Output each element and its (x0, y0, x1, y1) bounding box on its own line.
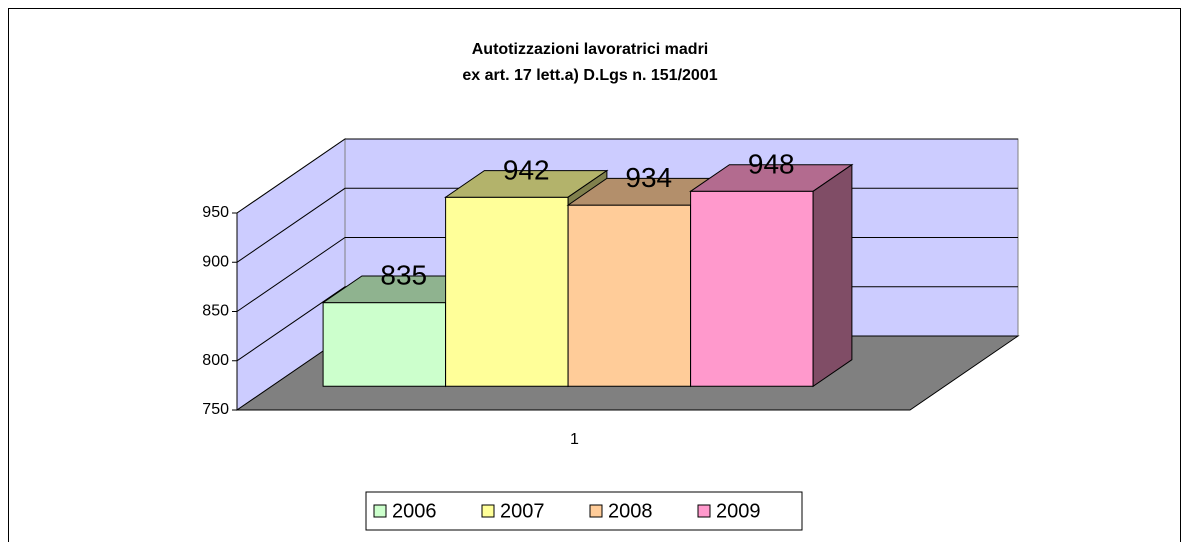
chart-title: Autotizzazioni lavoratrici madri (472, 41, 708, 58)
y-tick-label: 800 (202, 352, 229, 369)
legend-swatch (481, 504, 495, 518)
data-label: 948 (748, 148, 795, 179)
legend-label: 2006 (392, 500, 437, 522)
data-label: 934 (625, 162, 672, 193)
legend-box (365, 491, 803, 531)
legend-label: 2007 (500, 500, 545, 522)
bar-front (567, 204, 692, 387)
data-label: 942 (503, 154, 550, 185)
grid-line (236, 138, 1018, 214)
chart-frame (8, 8, 1181, 542)
chart-subtitle: ex art. 17 lett.a) D.Lgs n. 151/2001 (462, 67, 717, 84)
y-tick-label: 750 (202, 401, 229, 418)
y-tick-label: 850 (202, 303, 229, 320)
legend-label: 2008 (608, 500, 653, 522)
legend-swatch (589, 504, 603, 518)
y-tick-label: 900 (202, 253, 229, 270)
bar-side (812, 163, 853, 388)
legend-swatch (373, 504, 387, 518)
bar-front (445, 196, 569, 387)
legend-swatch (697, 504, 711, 518)
legend-label: 2009 (716, 500, 761, 522)
y-tick-label: 950 (202, 204, 229, 221)
bar-front (322, 302, 447, 387)
data-label: 835 (380, 260, 427, 291)
x-tick-label: 1 (570, 431, 579, 448)
bar-front (690, 190, 814, 387)
